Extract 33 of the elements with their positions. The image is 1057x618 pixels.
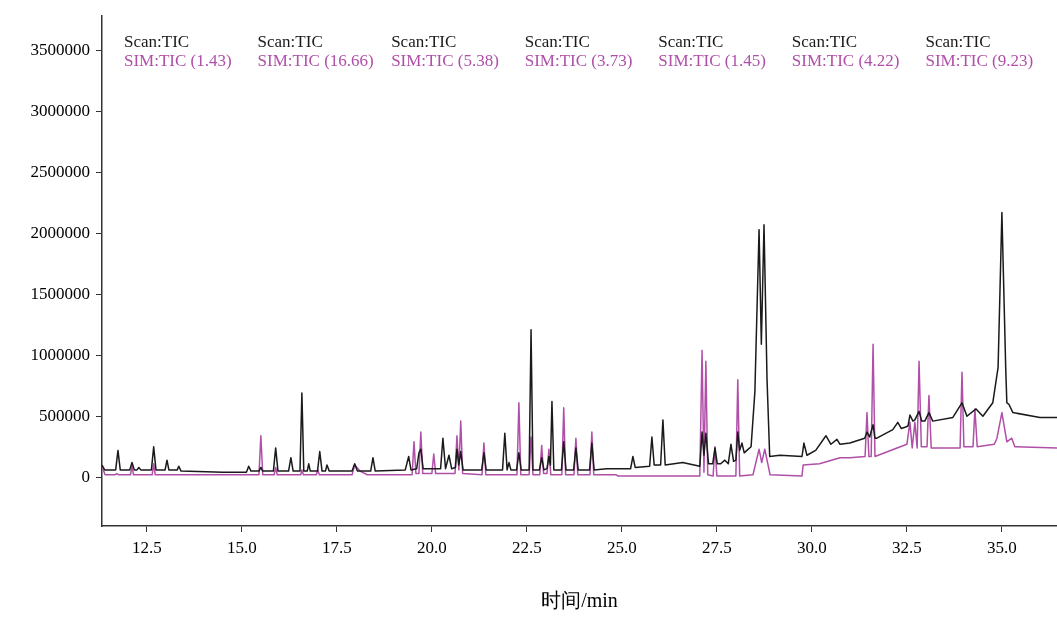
x-tick-label: 22.5 [511,537,542,557]
x-tick-label: 25.0 [607,537,637,557]
annotation: Scan:TIC [124,32,190,52]
y-tick-label: 3500000 [30,39,90,59]
x-tick-label: 15.0 [226,537,257,557]
annotation: SIM:TIC (1.45) [658,51,766,71]
y-tick-label: 2500000 [30,161,90,181]
x-tick-label: 17.5 [321,537,352,557]
y-tick-label: 2000000 [30,222,90,242]
x-tick-label: 27.5 [702,537,732,557]
annotation: SIM:TIC (4.22) [791,51,900,71]
annotation: Scan:TIC [925,32,991,52]
annotation: Scan:TIC [524,32,590,52]
annotation: Scan:TIC [658,32,724,52]
annotation: Scan:TIC [257,32,323,52]
y-tick-label: 3000000 [30,100,90,120]
y-tick-label: 1500000 [30,283,90,303]
annotation: SIM:TIC (16.66) [257,51,374,71]
x-tick-label: 30.0 [797,537,827,557]
y-tick-label: 500000 [39,405,90,425]
annotation: SIM:TIC (3.73) [524,51,633,71]
annotation: Scan:TIC [791,32,858,52]
x-tick-label: 35.0 [987,537,1017,557]
annotation: SIM:TIC (1.43) [124,51,232,71]
x-tick-label: 12.5 [131,537,162,557]
y-tick-label: 0 [81,466,90,486]
x-axis-title: 时间/min [541,589,618,612]
annotation: Scan:TIC [391,32,457,52]
annotation: SIM:TIC (9.23) [925,51,1034,71]
annotation: SIM:TIC (5.38) [391,51,499,71]
x-tick-label: 32.5 [892,537,922,557]
x-tick-label: 20.0 [416,537,447,557]
y-tick-label: 1000000 [30,344,90,364]
